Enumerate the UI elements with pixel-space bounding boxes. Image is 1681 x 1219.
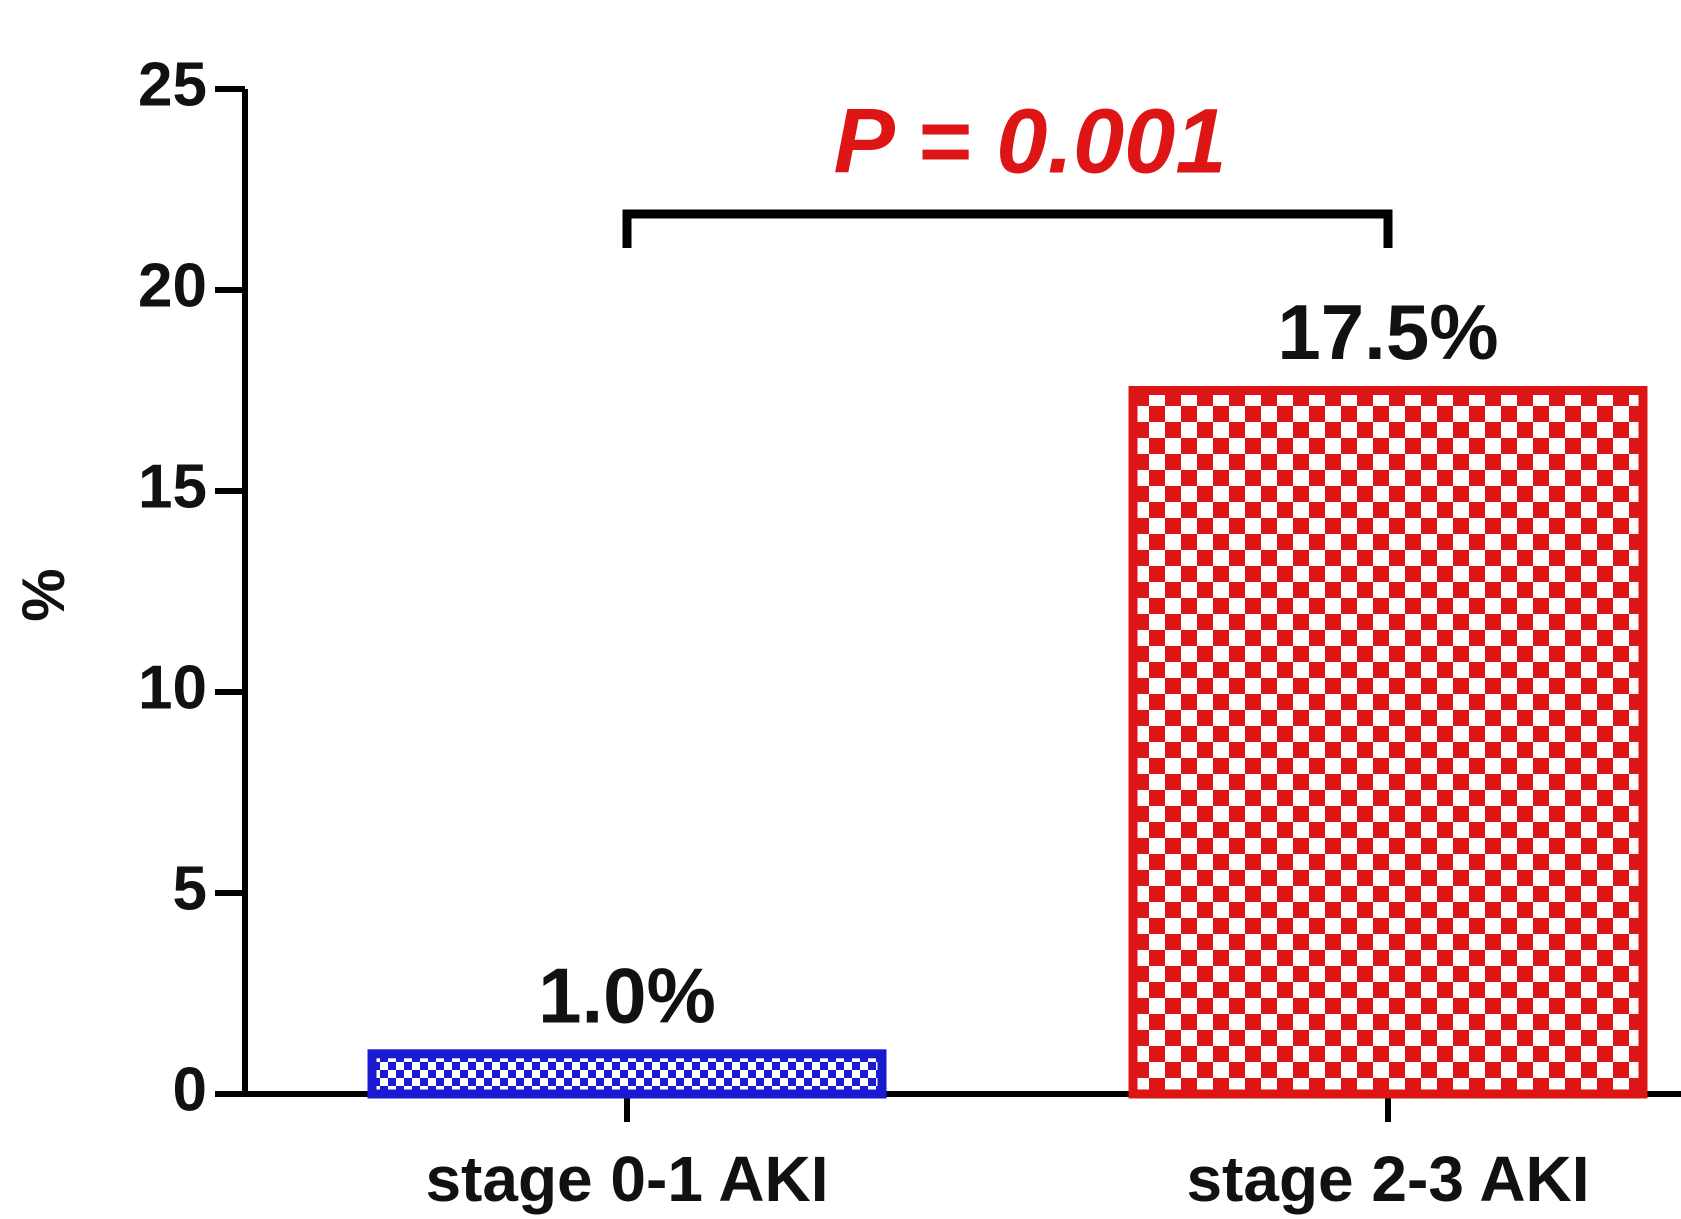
bar bbox=[367, 1049, 887, 1099]
y-axis-label: % bbox=[10, 568, 77, 621]
x-tick-label: stage 2-3 AKI bbox=[1186, 1143, 1589, 1215]
significance-bracket bbox=[622, 209, 1393, 248]
value-label: 17.5% bbox=[1277, 288, 1498, 376]
y-tick-label: 25 bbox=[138, 50, 207, 119]
annotation: P = 0.001 bbox=[833, 90, 1226, 192]
y-tick-label: 10 bbox=[138, 653, 207, 722]
bar bbox=[1128, 386, 1648, 1099]
x-tick-label: stage 0-1 AKI bbox=[425, 1143, 828, 1215]
y-tick-label: 15 bbox=[138, 452, 207, 521]
y-tick-label: 5 bbox=[173, 854, 207, 923]
value-label: 1.0% bbox=[538, 951, 716, 1039]
y-tick-label: 0 bbox=[173, 1055, 207, 1124]
y-tick-label: 20 bbox=[138, 251, 207, 320]
